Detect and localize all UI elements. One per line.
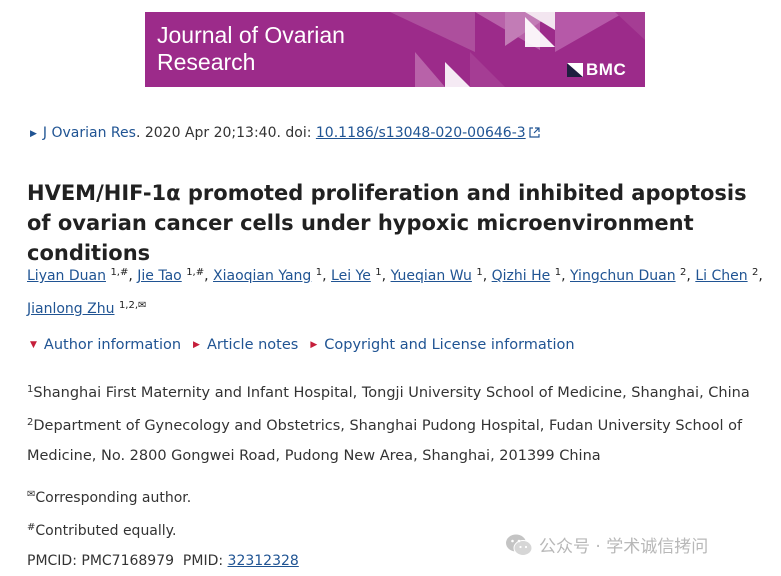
citation-line: ▶ J Ovarian Res. 2020 Apr 20;13:40. doi: … — [30, 124, 540, 143]
external-link-icon[interactable] — [529, 127, 540, 138]
author-separator: , — [128, 268, 138, 284]
author-affiliation-sup: 1 — [375, 267, 382, 278]
author-link[interactable]: Xiaoqian Yang — [213, 268, 312, 284]
author-separator: , — [322, 268, 332, 284]
banner-decoration — [390, 12, 645, 87]
bmc-logo: BMC — [567, 60, 626, 80]
author-separator: , — [758, 268, 763, 284]
author-link[interactable]: Jianlong Zhu — [27, 301, 115, 317]
author-information-label: Author information — [43, 337, 182, 353]
author-information-toggle[interactable]: ▼ Author information — [30, 335, 181, 355]
info-toggles: ▼ Author information ▶ Article notes ▶ C… — [30, 335, 587, 355]
article-notes-label: Article notes — [206, 337, 299, 353]
author-link[interactable]: Yingchun Duan — [570, 268, 676, 284]
author-link[interactable]: Li Chen — [695, 268, 748, 284]
author-link[interactable]: Liyan Duan — [27, 268, 106, 284]
affiliation-1: 1Shanghai First Maternity and Infant Hos… — [27, 375, 767, 408]
ids-prefix: PMCID: PMC7168979 PMID: — [27, 553, 228, 569]
author-link[interactable]: Jie Tao — [137, 268, 182, 284]
author-affiliation-sup: 1,# — [110, 267, 129, 278]
watermark-text: 公众号 · 学术诚信拷问 — [539, 537, 709, 557]
affiliation-2: 2Department of Gynecology and Obstetrics… — [27, 408, 767, 471]
article-notes-toggle[interactable]: ▶ Article notes — [193, 335, 298, 355]
author-affiliation-sup: 1 — [476, 267, 483, 278]
author-link[interactable]: Lei Ye — [331, 268, 371, 284]
banner-title-line2: Research — [157, 49, 256, 75]
right-triangle-icon: ▶ — [193, 340, 200, 350]
banner-title-line1: Journal of Ovarian — [157, 22, 345, 48]
journal-banner[interactable]: Journal of Ovarian Research BMC — [145, 12, 645, 87]
author-affiliation-sup: 1 — [554, 267, 562, 278]
watermark: 公众号 · 学术诚信拷问 — [505, 532, 708, 557]
banner-title: Journal of Ovarian Research — [157, 22, 345, 76]
right-triangle-icon: ▶ — [310, 340, 318, 350]
author-separator: , — [381, 268, 391, 284]
author-affiliation-sup: 1,# — [186, 267, 205, 278]
author-list: Liyan Duan 1,#, Jie Tao 1,#, Xiaoqian Ya… — [27, 258, 767, 324]
bmc-label: BMC — [586, 60, 627, 79]
author-affiliation-sup: 1 — [315, 267, 323, 278]
doi-link[interactable]: 10.1186/s13048-020-00646-3 — [315, 125, 526, 141]
contributed-sup: # — [27, 522, 36, 533]
envelope-icon: ✉ — [27, 489, 36, 500]
article-title: HVEM/HIF-1α promoted proliferation and i… — [27, 181, 747, 265]
copyright-toggle[interactable]: ▶ Copyright and License information — [310, 335, 574, 355]
author-separator: , — [561, 268, 570, 284]
journal-link[interactable]: J Ovarian Res — [42, 125, 136, 141]
down-triangle-icon: ▼ — [30, 340, 37, 350]
author-separator: , — [686, 268, 696, 284]
right-triangle-icon: ▶ — [30, 129, 37, 139]
pmid-link[interactable]: 32312328 — [227, 553, 299, 569]
affiliation-sup: 1 — [27, 384, 34, 395]
affiliations: 1Shanghai First Maternity and Infant Hos… — [27, 375, 767, 471]
affiliation-text: Shanghai First Maternity and Infant Hosp… — [33, 385, 750, 401]
author-separator: , — [204, 268, 214, 284]
corresponding-note: ✉Corresponding author. — [27, 480, 767, 513]
article-footnotes: ✉Corresponding author. #Contributed equa… — [27, 480, 767, 576]
author-affiliation-sup: 2 — [752, 267, 759, 278]
affiliation-text: Department of Gynecology and Obstetrics,… — [27, 418, 743, 464]
author-affiliation-sup: 1,2,✉ — [118, 300, 147, 311]
wechat-icon — [506, 534, 533, 556]
affiliation-sup: 2 — [27, 417, 34, 428]
author-affiliation-sup: 2 — [680, 267, 687, 278]
citation-details: . 2020 Apr 20;13:40. doi: — [135, 125, 316, 141]
identifiers: PMCID: PMC7168979 PMID: 32312328 — [27, 546, 767, 576]
author-link[interactable]: Yueqian Wu — [390, 268, 472, 284]
author-separator: , — [482, 268, 492, 284]
copyright-label: Copyright and License information — [324, 337, 575, 353]
contributed-note: #Contributed equally. — [27, 513, 767, 546]
corresponding-text: Corresponding author. — [35, 490, 192, 506]
contributed-text: Contributed equally. — [35, 523, 177, 539]
author-link[interactable]: Qizhi He — [491, 268, 551, 284]
bmc-logo-icon — [567, 63, 583, 77]
